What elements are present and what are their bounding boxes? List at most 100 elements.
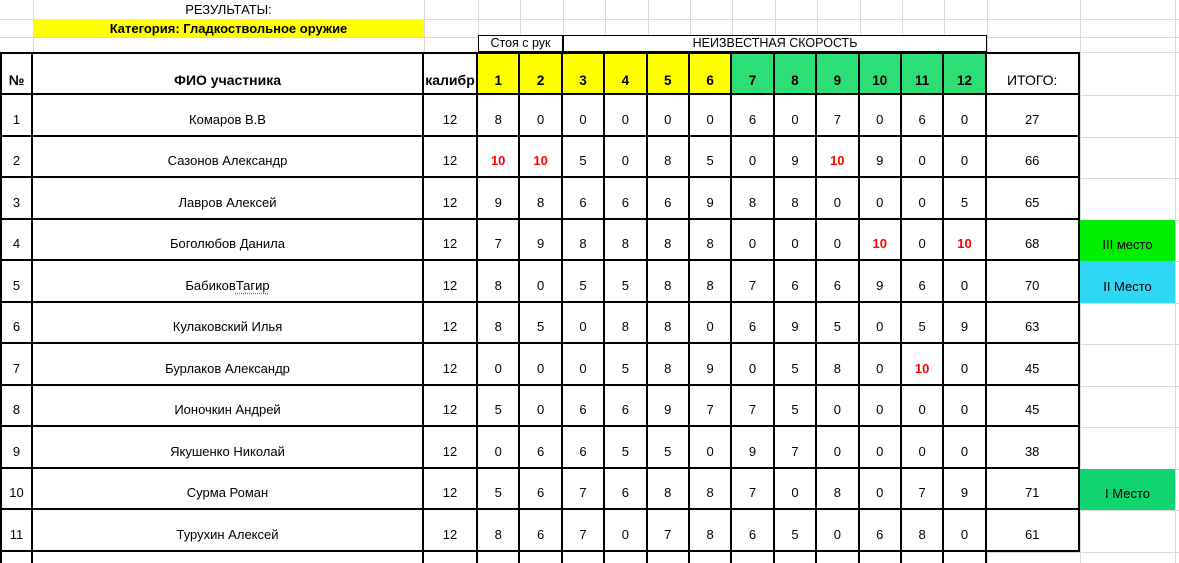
score-cell[interactable]: 6 xyxy=(520,510,563,552)
score-cell[interactable]: 10 xyxy=(859,219,902,261)
score-cell[interactable]: 0 xyxy=(774,95,818,137)
column-header-shot-8[interactable]: 8 xyxy=(774,52,818,95)
score-cell[interactable]: 0 xyxy=(689,95,733,137)
score-cell[interactable]: 8 xyxy=(817,344,860,386)
score-cell[interactable]: 0 xyxy=(774,468,818,510)
score-cell[interactable]: 0 xyxy=(732,136,775,178)
score-cell[interactable]: 0 xyxy=(944,136,987,178)
column-header-shot-5[interactable]: 5 xyxy=(647,52,690,95)
score-cell[interactable]: 9 xyxy=(689,344,733,386)
score-cell[interactable]: 0 xyxy=(944,427,987,469)
participant-name-cell[interactable]: Бабиков Тагир xyxy=(33,261,424,303)
score-cell[interactable]: 6 xyxy=(520,427,563,469)
score-cell[interactable]: 0 xyxy=(605,510,648,552)
score-cell[interactable]: 5 xyxy=(478,468,521,510)
score-cell[interactable]: 5 xyxy=(689,136,733,178)
row-number-cell[interactable]: 6 xyxy=(0,302,33,344)
score-cell[interactable]: 6 xyxy=(562,178,606,220)
score-cell[interactable]: 7 xyxy=(774,427,818,469)
score-cell[interactable]: 6 xyxy=(647,178,690,220)
participant-name-cell[interactable]: Кулаковский Илья xyxy=(33,302,424,344)
score-cell[interactable]: 5 xyxy=(647,427,690,469)
place-cell-4[interactable]: III место xyxy=(1080,219,1175,261)
total-cell[interactable]: 45 xyxy=(986,385,1080,427)
column-header-shot-11[interactable]: 11 xyxy=(901,52,945,95)
score-cell[interactable]: 0 xyxy=(562,344,606,386)
column-header-caliber[interactable]: калибр xyxy=(424,52,478,95)
row-number-cell[interactable]: 5 xyxy=(0,261,33,303)
column-header-shot-9[interactable]: 9 xyxy=(817,52,860,95)
total-cell[interactable]: 66 xyxy=(986,136,1080,178)
score-cell[interactable]: 7 xyxy=(732,385,775,427)
score-cell[interactable]: 6 xyxy=(520,468,563,510)
row-number-cell[interactable]: 2 xyxy=(0,136,33,178)
score-cell[interactable]: 5 xyxy=(605,427,648,469)
score-cell[interactable]: 8 xyxy=(478,261,521,303)
score-cell[interactable]: 0 xyxy=(859,95,902,137)
score-cell[interactable]: 7 xyxy=(562,510,606,552)
total-cell[interactable]: 71 xyxy=(986,468,1080,510)
score-cell[interactable]: 10 xyxy=(901,344,945,386)
score-cell[interactable]: 0 xyxy=(859,468,902,510)
score-cell[interactable]: 0 xyxy=(901,385,945,427)
score-cell[interactable]: 8 xyxy=(478,302,521,344)
score-cell[interactable]: 8 xyxy=(478,95,521,137)
score-cell[interactable]: 6 xyxy=(817,261,860,303)
group-header-unknown-speed[interactable]: НЕИЗВЕСТНАЯ СКОРОСТЬ xyxy=(563,35,987,52)
total-cell[interactable]: 68 xyxy=(986,219,1080,261)
score-cell[interactable]: 10 xyxy=(520,136,563,178)
score-cell[interactable]: 5 xyxy=(901,302,945,344)
participant-name-cell[interactable]: Турухин Алексей xyxy=(33,510,424,552)
score-cell[interactable]: 9 xyxy=(859,261,902,303)
column-header-shot-6[interactable]: 6 xyxy=(689,52,733,95)
place-cell-5[interactable]: II Место xyxy=(1080,261,1175,303)
score-cell[interactable]: 0 xyxy=(944,385,987,427)
row-number-cell[interactable]: 9 xyxy=(0,427,33,469)
group-header-standing[interactable]: Стоя с рук xyxy=(478,35,563,52)
caliber-cell[interactable]: 12 xyxy=(424,510,478,552)
score-cell[interactable]: 8 xyxy=(774,178,818,220)
place-cell-10[interactable]: I Место xyxy=(1080,468,1175,510)
score-cell[interactable]: 0 xyxy=(732,219,775,261)
score-cell[interactable]: 0 xyxy=(901,178,945,220)
score-cell[interactable]: 0 xyxy=(859,385,902,427)
score-cell[interactable]: 9 xyxy=(647,385,690,427)
score-cell[interactable]: 8 xyxy=(647,468,690,510)
score-cell[interactable]: 10 xyxy=(817,136,860,178)
caliber-cell[interactable]: 12 xyxy=(424,178,478,220)
score-cell[interactable]: 0 xyxy=(605,136,648,178)
score-cell[interactable]: 7 xyxy=(478,219,521,261)
score-cell[interactable]: 9 xyxy=(944,302,987,344)
score-cell[interactable]: 5 xyxy=(562,261,606,303)
score-cell[interactable]: 7 xyxy=(901,468,945,510)
total-cell[interactable]: 27 xyxy=(986,95,1080,137)
score-cell[interactable]: 0 xyxy=(562,95,606,137)
score-cell[interactable]: 6 xyxy=(732,510,775,552)
score-cell[interactable]: 0 xyxy=(901,219,945,261)
participant-name-cell[interactable]: Комаров В.В xyxy=(33,95,424,137)
score-cell[interactable]: 0 xyxy=(817,219,860,261)
score-cell[interactable]: 0 xyxy=(562,302,606,344)
score-cell[interactable]: 0 xyxy=(478,344,521,386)
results-title-cell[interactable]: РЕЗУЛЬТАТЫ: xyxy=(185,2,272,17)
score-cell[interactable]: 7 xyxy=(732,261,775,303)
score-cell[interactable]: 0 xyxy=(944,344,987,386)
score-cell[interactable]: 8 xyxy=(647,219,690,261)
score-cell[interactable]: 5 xyxy=(774,510,818,552)
score-cell[interactable]: 9 xyxy=(944,468,987,510)
column-header-shot-2[interactable]: 2 xyxy=(520,52,563,95)
score-cell[interactable]: 9 xyxy=(859,136,902,178)
score-cell[interactable]: 0 xyxy=(944,510,987,552)
participant-name-cell[interactable]: Сазонов Александр xyxy=(33,136,424,178)
score-cell[interactable]: 0 xyxy=(859,178,902,220)
score-cell[interactable]: 7 xyxy=(689,385,733,427)
score-cell[interactable]: 0 xyxy=(944,261,987,303)
score-cell[interactable]: 5 xyxy=(478,385,521,427)
row-number-cell[interactable]: 4 xyxy=(0,219,33,261)
score-cell[interactable]: 9 xyxy=(774,302,818,344)
score-cell[interactable]: 8 xyxy=(817,468,860,510)
score-cell[interactable]: 8 xyxy=(689,510,733,552)
participant-name-cell[interactable]: Боголюбов Данила xyxy=(33,219,424,261)
caliber-cell[interactable]: 12 xyxy=(424,385,478,427)
score-cell[interactable]: 0 xyxy=(859,302,902,344)
